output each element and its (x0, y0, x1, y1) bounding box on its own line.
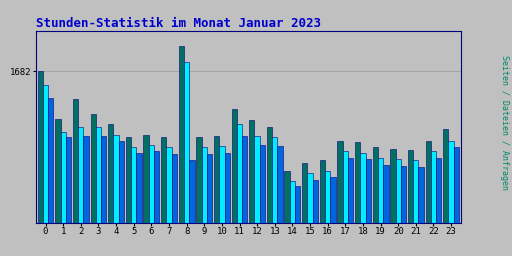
Bar (302, 163, 307, 256)
Bar (237, 124, 242, 256)
Bar (431, 151, 436, 256)
Bar (108, 124, 114, 256)
Text: Stunden-Statistik im Monat Januar 2023: Stunden-Statistik im Monat Januar 2023 (36, 17, 321, 29)
Bar (378, 158, 383, 256)
Bar (207, 154, 212, 256)
Bar (413, 161, 418, 256)
Bar (330, 177, 335, 256)
Bar (443, 129, 449, 256)
Bar (225, 153, 230, 256)
Bar (343, 151, 348, 256)
Bar (396, 159, 401, 256)
Bar (325, 171, 330, 256)
Bar (48, 98, 53, 256)
Bar (313, 180, 318, 256)
Bar (119, 141, 124, 256)
Bar (408, 150, 413, 256)
Bar (348, 158, 353, 256)
Bar (172, 154, 177, 256)
Bar (214, 135, 219, 256)
Bar (55, 119, 60, 256)
Bar (355, 142, 360, 256)
Bar (148, 145, 154, 256)
Bar (272, 137, 278, 256)
Bar (307, 173, 313, 256)
Bar (60, 132, 66, 256)
Bar (126, 137, 131, 256)
Bar (319, 161, 325, 256)
Bar (179, 46, 184, 256)
Bar (390, 149, 396, 256)
Bar (202, 147, 207, 256)
Bar (143, 134, 148, 256)
Bar (249, 120, 254, 256)
Bar (231, 109, 237, 256)
Bar (337, 141, 343, 256)
Bar (91, 114, 96, 256)
Bar (73, 99, 78, 256)
Bar (267, 127, 272, 256)
Bar (436, 158, 441, 256)
Bar (131, 147, 136, 256)
Bar (78, 127, 83, 256)
Bar (449, 141, 454, 256)
Bar (37, 71, 43, 256)
Bar (161, 137, 166, 256)
Bar (83, 135, 89, 256)
Bar (43, 85, 48, 256)
Bar (154, 151, 159, 256)
Bar (101, 135, 106, 256)
Bar (454, 147, 459, 256)
Bar (295, 186, 301, 256)
Bar (189, 161, 195, 256)
Bar (401, 166, 406, 256)
Bar (254, 135, 260, 256)
Bar (66, 137, 71, 256)
Bar (278, 146, 283, 256)
Bar (366, 159, 371, 256)
Bar (290, 181, 295, 256)
Bar (418, 167, 424, 256)
Text: Seiten / Dateien / Anfragen: Seiten / Dateien / Anfragen (500, 55, 509, 190)
Bar (383, 165, 389, 256)
Bar (260, 145, 265, 256)
Bar (166, 147, 172, 256)
Bar (285, 171, 290, 256)
Bar (96, 127, 101, 256)
Bar (196, 137, 202, 256)
Bar (360, 153, 366, 256)
Bar (219, 146, 225, 256)
Bar (373, 147, 378, 256)
Bar (136, 153, 142, 256)
Bar (184, 62, 189, 256)
Bar (425, 141, 431, 256)
Bar (242, 135, 247, 256)
Bar (114, 134, 119, 256)
